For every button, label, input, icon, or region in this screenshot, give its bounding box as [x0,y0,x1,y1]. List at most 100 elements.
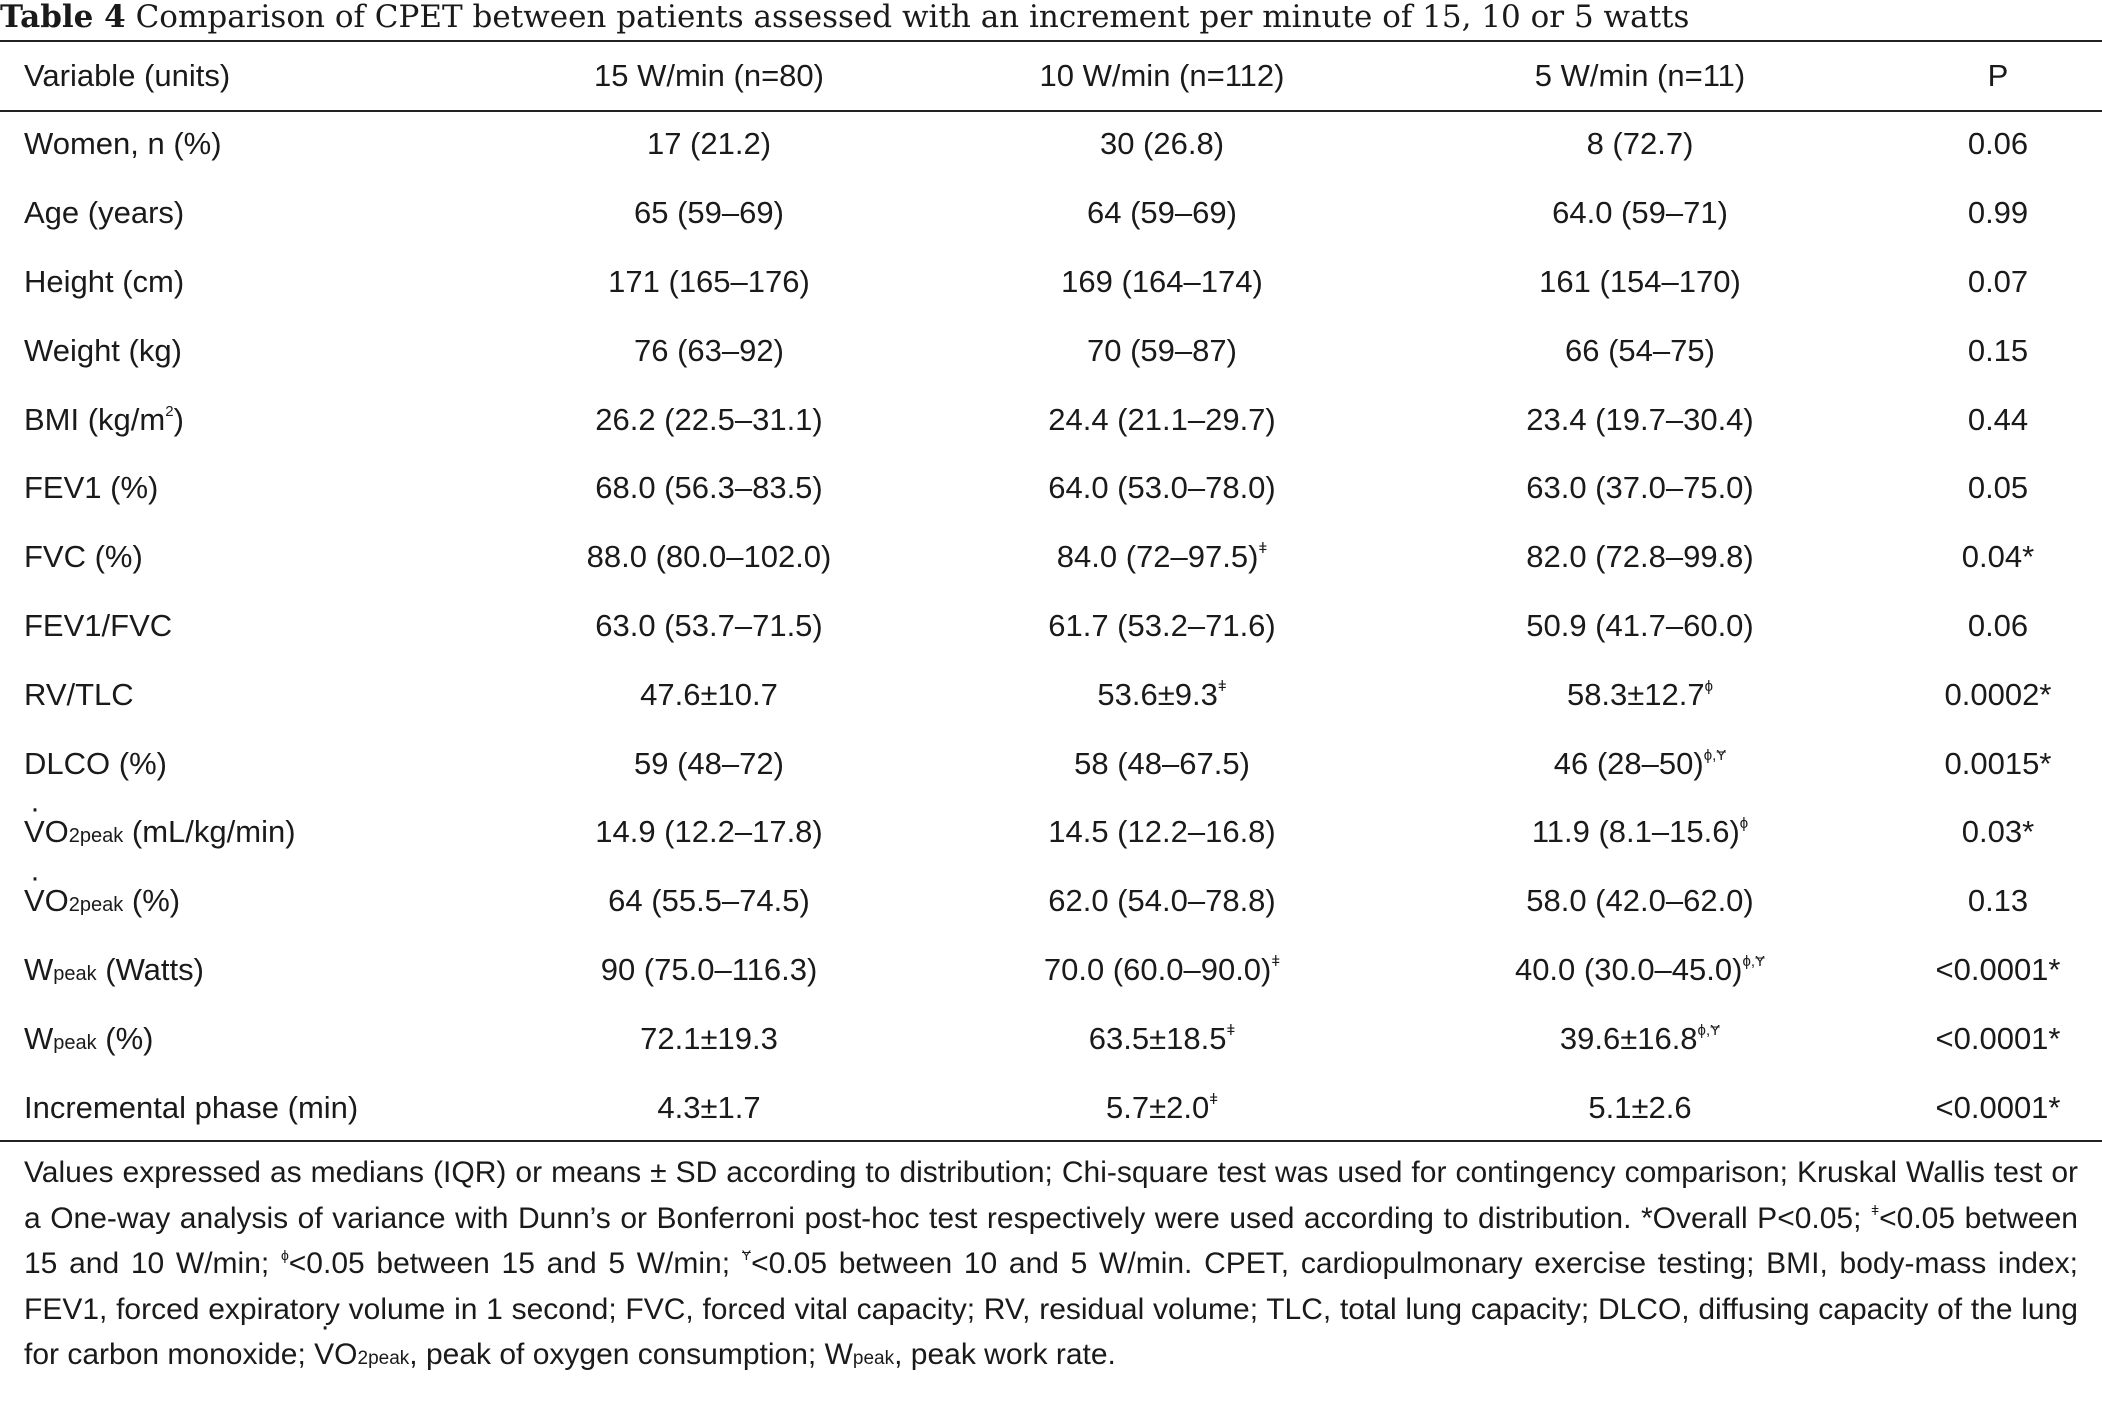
header-15w: 15 W/min (n=80) [593,58,824,93]
variable-label: (mL/kg/min) [123,814,296,850]
table-row: Weight (kg) 76 (63–92) 70 (59–87) 66 (54–75… [0,316,2102,385]
variable-subscript: peak [53,1031,97,1054]
value-p: 0.06 [1967,126,2029,162]
value-5w-text: 5.1±2.6 [1588,1089,1692,1125]
value-10w-text: 62.0 (54.0–78.8) [1048,883,1276,919]
footnote-text-3: <0.05 between 15 and 5 W/min; [288,1247,742,1280]
value-10w-text: 58 (48–67.5) [1074,745,1250,781]
value-15w: 76 (63–92) [504,316,914,385]
value-5w-text: 58.0 (42.0–62.0) [1526,883,1754,919]
row-variable: FEV1 (%) [0,454,504,523]
table-body: Women, n (%) 17 (21.2) 30 (26.8) 8 (72.7) 0.… [0,110,2102,1142]
value-15w-text: 63.0 (53.7–71.5) [595,607,823,643]
bottom-rule [0,1140,2102,1142]
value-5w: 161 (154–170) [1410,248,1870,317]
value-5w: 11.9 (8.1–15.6)ϕ [1410,798,1870,867]
value-10w: 70.0 (60.0–90.0)ǂ [914,936,1410,1005]
value-15w: 171 (165–176) [504,248,914,317]
footnote-text-2: <0.05 between 15 and 10 W/min; [24,1201,2078,1281]
value-15w-text: 14.9 (12.2–17.8) [595,814,823,850]
footnote-text-4: <0.05 between 10 and 5 W/min. CPET, card… [24,1247,2078,1371]
value-10w-marker: ǂ [1209,1090,1218,1108]
value-15w: 72.1±19.3 [504,1004,914,1073]
footnote-text-5: , peak of oxygen consumption; [409,1338,825,1371]
variable-symbol: VO [24,794,69,850]
table-title: Comparison of CPET between patients asse… [125,0,1690,35]
footnote-text-6: , peak work rate. [894,1338,1116,1371]
row-variable: Incremental phase (min) [0,1073,504,1142]
value-10w: 53.6±9.3ǂ [914,660,1410,729]
value-15w-text: 26.2 (22.5–31.1) [595,401,823,437]
value-15w: 68.0 (56.3–83.5) [504,454,914,523]
value-15w: 65 (59–69) [504,179,914,248]
value-10w-text: 5.7±2.0 [1106,1089,1210,1125]
variable-subscript: 2peak [68,894,124,917]
value-5w: 23.4 (19.7–30.4) [1410,385,1870,454]
data-table: Variable (units) 15 W/min (n=80) 10 W/mi… [0,42,2102,1142]
value-10w-text: 70.0 (60.0–90.0) [1043,951,1272,987]
variable-label: RV/TLC [24,676,134,712]
value-5w: 8 (72.7) [1410,110,1870,179]
value-10w-marker: ǂ [1258,540,1268,558]
value-10w-marker: ǂ [1271,952,1281,970]
header-row: Variable (units) 15 W/min (n=80) 10 W/mi… [0,42,2102,110]
row-variable: FEV1/FVC [0,592,504,661]
value-5w: 39.6±16.8ϕ,Ɏ [1410,1004,1870,1073]
footnote-text-1: Values expressed as medians (IQR) or mea… [24,1156,2078,1235]
value-10w-marker: ǂ [1226,1021,1236,1039]
value-5w: 82.0 (72.8–99.8) [1410,523,1870,592]
value-15w-text: 90 (75.0–116.3) [600,951,818,987]
row-variable: FVC (%) [0,523,504,592]
value-15w-text: 47.6±10.7 [640,676,778,712]
row-variable: VO2peak (mL/kg/min) [0,794,504,867]
value-15w: 4.3±1.7 [504,1073,914,1142]
table-row: Women, n (%) 17 (21.2) 30 (26.8) 8 (72.7) 0.… [0,110,2102,179]
variable-label: Height (cm) [24,263,185,299]
value-10w-text: 84.0 (72–97.5) [1056,539,1259,575]
table-row: Wpeak (%) 72.1±19.3 63.5±18.5ǂ 39.6±16.8ϕ,Ɏ… [0,1004,2102,1073]
value-15w: 90 (75.0–116.3) [504,936,914,1005]
value-5w: 40.0 (30.0–45.0)ϕ,Ɏ [1410,936,1870,1005]
table-label: Table 4 [0,0,126,35]
value-5w-marker: ϕ [1739,815,1749,833]
variable-label: (Watts) [96,951,204,987]
table-row: Age (years) 65 (59–69) 64 (59–69) 64.0 (59–… [0,179,2102,248]
value-5w-text: 23.4 (19.7–30.4) [1526,401,1754,437]
value-10w-text: 53.6±9.3 [1097,676,1218,712]
row-variable: DLCO (%) [0,729,504,798]
value-5w-text: 39.6±16.8 [1559,1020,1698,1056]
row-variable: BMI (kg/m2) [0,385,504,454]
value-10w: 64.0 (53.0–78.0) [914,454,1410,523]
row-variable: VO2peak (%) [0,863,504,936]
value-10w: 24.4 (21.1–29.7) [914,385,1410,454]
value-5w-text: 11.9 (8.1–15.6) [1531,814,1740,850]
variable-superscript: 2 [165,402,174,420]
variable-label: Women, n (%) [24,126,222,162]
value-5w-text: 40.0 (30.0–45.0) [1514,951,1743,987]
value-p: 0.05 [1967,470,2029,506]
value-10w-text: 61.7 (53.2–71.6) [1048,607,1276,643]
table-row: Height (cm) 171 (165–176) 169 (164–174) 161… [0,248,2102,317]
value-10w-text: 64 (59–69) [1087,195,1237,231]
value-10w-marker: ǂ [1217,677,1227,695]
value-15w: 14.9 (12.2–17.8) [504,798,914,867]
value-5w-marker: ϕ,Ɏ [1697,1021,1721,1039]
value-10w-text: 63.5±18.5 [1088,1020,1227,1056]
value-10w: 70 (59–87) [914,316,1410,385]
value-10w-text: 14.5 (12.2–16.8) [1048,814,1276,850]
value-p: 0.03* [1961,814,2035,850]
table-row: VO2peak (mL/kg/min) 14.9 (12.2–17.8) 14.5 … [0,794,2102,867]
table-row: Incremental phase (min) 4.3±1.7 5.7±2.0ǂ 5.… [0,1073,2102,1142]
variable-label: FEV1 (%) [24,470,159,506]
footnote-symbol-2: ϕ [280,1247,289,1263]
value-p: 0.99 [1967,195,2029,231]
variable-label: (%) [123,883,181,919]
value-p: <0.0001* [1935,951,2061,987]
value-15w: 17 (21.2) [504,110,914,179]
row-variable: RV/TLC [0,660,504,729]
value-5w-text: 50.9 (41.7–60.0) [1526,607,1754,643]
value-10w-text: 169 (164–174) [1061,263,1263,299]
table-row: DLCO (%) 59 (48–72) 58 (48–67.5) 46 (28–50)… [0,729,2102,798]
footnote-vo2-sub: 2peak [357,1348,410,1369]
table-row: FVC (%) 88.0 (80.0–102.0) 84.0 (72–97.5)ǂ 8… [0,523,2102,592]
